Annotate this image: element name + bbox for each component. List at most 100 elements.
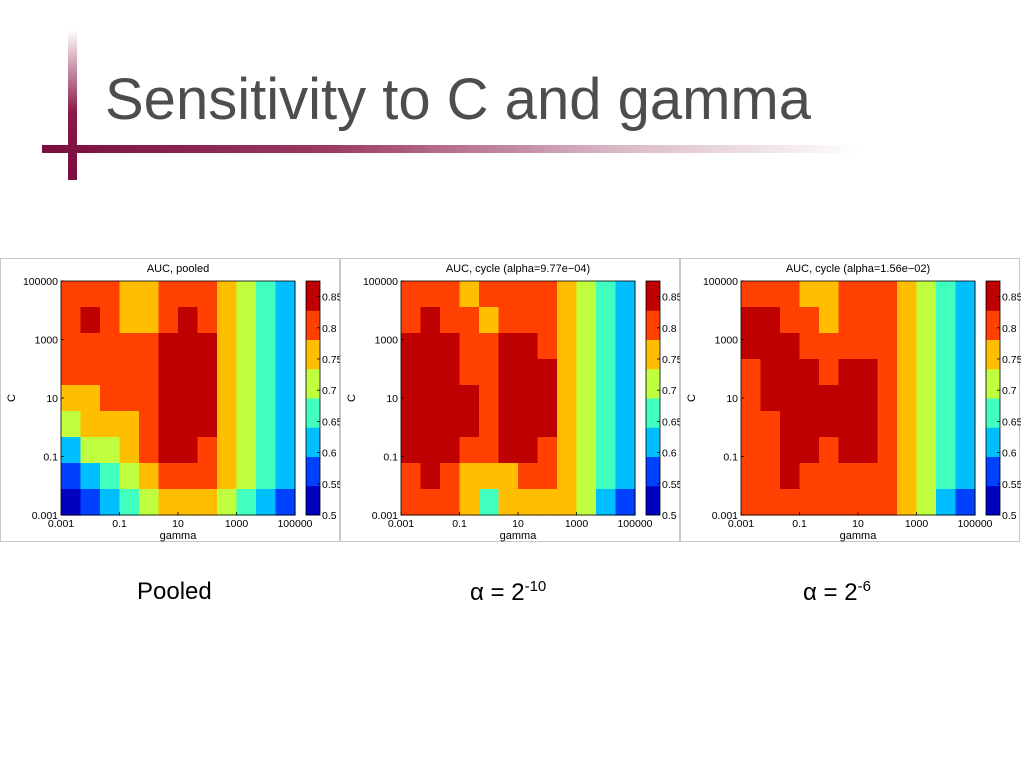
y-tick-label: 10 [46,393,58,405]
x-tick-label: 1000 [905,518,929,530]
heatmap-cell [217,489,238,516]
heatmap-cell [139,359,160,386]
colorbar-tick-label: 0.7 [662,385,677,397]
colorbar-band [306,398,320,428]
heatmap-cell [80,333,101,360]
heatmap-cell [518,281,539,308]
heatmap-cycle-alpha-large-svg: AUC, cycle (alpha=1.56e−02)0.001 0.1 10 100… [686,263,1021,542]
heatmap-cell [877,437,898,464]
heatmap-cell [760,333,781,360]
heatmap-panel-cycle-alpha-small: AUC, cycle (alpha=9.77e−04) 0.001 0.1 10 100… [340,258,681,542]
heatmap-cell [877,489,898,516]
heatmap-cell [100,411,121,438]
colorbar-band [306,339,320,370]
heatmap-cell [596,359,617,386]
heatmap-cell [256,463,277,490]
heatmap-cell [420,333,441,360]
heatmap-cell [100,281,121,308]
heatmap-cell [459,463,480,490]
heatmap-cell [537,359,558,386]
heatmap-cell [877,307,898,334]
heatmap-cell [158,437,179,464]
heatmap-cell [897,359,918,386]
heatmap-cell [897,333,918,360]
heatmap-cell [119,489,140,516]
heatmap-cell [256,281,277,308]
heatmap-cell [615,489,636,516]
heatmap-cell [275,359,296,386]
colorbar-band [986,368,1000,399]
colorbar-frame [305,280,321,516]
heatmap-cell [741,437,762,464]
heatmap-cell [440,437,461,464]
heatmap-cell [217,463,238,490]
heatmap-cell [61,385,82,412]
heatmap-cell [760,437,781,464]
heatmap-cycle-alpha-small-svg: AUC, cycle (alpha=9.77e−04)0.001 0.1 10 100… [346,263,681,542]
heatmap-cell [459,385,480,412]
heatmap-cell [498,463,519,490]
heatmap-cell [61,281,82,308]
colorbar-tick-label: 0.65 [322,416,341,428]
colorbar-band [306,427,320,457]
heatmap-cell [518,411,539,438]
heatmap-cell [557,359,578,386]
title-accent-horizontal-bar [42,145,862,153]
heatmap-cell [275,411,296,438]
heatmap-cell [936,411,957,438]
y-tick-label: 0.1 [383,452,398,464]
heatmap-cell [955,333,976,360]
heatmap-cell [780,359,801,386]
heatmap-cell [61,333,82,360]
heatmap-cell [741,307,762,334]
heatmap-cell [955,463,976,490]
heatmap-cell [459,437,480,464]
y-tick-label: 1000 [375,335,399,347]
heatmap-cell [61,411,82,438]
heatmap-cell [498,333,519,360]
heatmap-cell [139,463,160,490]
heatmap-cell [819,437,840,464]
colorbar-tick-label: 0.85 [662,292,681,304]
heatmap-cell [877,333,898,360]
heatmap-cell [518,437,539,464]
heatmap-cell [401,333,422,360]
heatmap-cell [799,359,820,386]
heatmap-cell [401,411,422,438]
heatmap-cell [459,281,480,308]
colorbar-band [306,456,320,487]
colorbar-tick-label: 0.85 [322,292,341,304]
y-tick-label: 100000 [703,276,738,288]
heatmap-cell [197,489,218,516]
heatmap-cell [139,333,160,360]
heatmap-cell [420,437,441,464]
heatmap-cell [916,489,937,516]
y-tick-label: 10 [726,393,738,405]
y-tick-label: 1000 [715,335,739,347]
heatmap-cell [760,463,781,490]
heatmap-cell [537,437,558,464]
heatmap-cell [420,359,441,386]
heatmap-cell [557,307,578,334]
heatmap-cell [401,385,422,412]
heatmap-cell [799,489,820,516]
colorbar-band [986,281,1000,311]
heatmap-cell [479,489,500,516]
heatmap-cell [557,281,578,308]
heatmap-cell [61,489,82,516]
colorbar-tick-label: 0.8 [322,323,337,335]
heatmap-cell [858,463,879,490]
heatmap-cell [537,333,558,360]
heatmap-cell [916,307,937,334]
heatmap-cell [459,489,480,516]
heatmap-cell [217,307,238,334]
heatmap-cell [877,385,898,412]
heatmap-cell [838,411,859,438]
colorbar-band [306,310,320,340]
heatmap-cell [596,281,617,308]
colorbar-tick-label: 0.65 [1002,416,1021,428]
x-tick-label: 1000 [565,518,589,530]
colorbar-tick-label: 0.7 [322,385,337,397]
heatmap-cell [780,333,801,360]
heatmap-cell [100,463,121,490]
